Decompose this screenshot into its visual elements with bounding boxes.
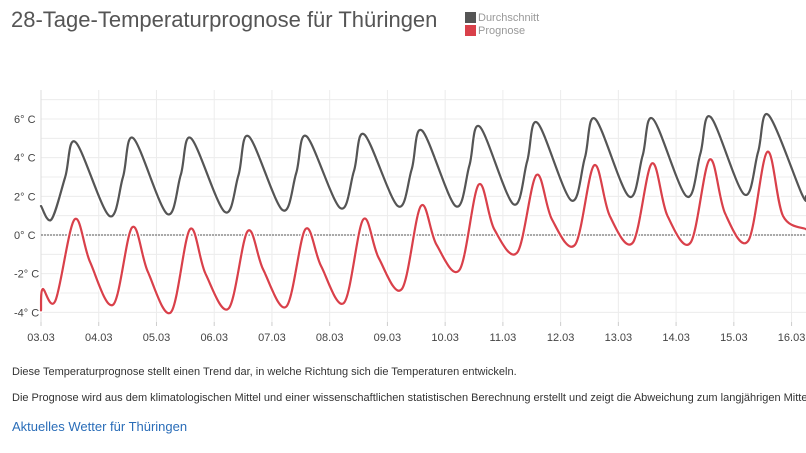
x-tick-label: 08.03: [316, 332, 344, 344]
series-line-prognose: [39, 150, 806, 315]
x-tick-label: 12.03: [547, 332, 575, 344]
x-tick-label: 09.03: [374, 332, 402, 344]
temperature-chart: -4° C -2° C 0° C 2° C 4° C 6° C 03.03 04.03 05.0…: [14, 90, 806, 344]
legend-item-prognose[interactable]: Prognose: [465, 24, 539, 37]
x-tick-label: 11.03: [490, 332, 517, 344]
x-tick-label: 06.03: [200, 332, 228, 344]
chart-title: 28-Tage-Temperaturprognose für Thüringen: [11, 7, 438, 32]
chart-legend: Durchschnitt Prognose: [465, 11, 539, 37]
y-tick-label: 6° C: [14, 114, 36, 126]
series-line-durchschnitt: [39, 113, 806, 222]
x-tick-label: 14.03: [662, 332, 690, 344]
x-tick-label: 10.03: [431, 332, 459, 344]
y-tick-label: 2° C: [14, 191, 36, 203]
legend-label-prognose: Prognose: [478, 24, 526, 37]
current-weather-link[interactable]: Aktuelles Wetter für Thüringen: [12, 419, 188, 434]
y-tick-label: 4° C: [14, 153, 36, 165]
x-tick-label: 16.03: [778, 332, 806, 344]
x-tick-label: 15.03: [720, 332, 748, 344]
x-tick-label: 04.03: [85, 332, 113, 344]
y-tick-label: 0° C: [14, 230, 36, 242]
legend-swatch-durchschnitt: [465, 12, 476, 23]
x-tick-label: 03.03: [27, 332, 55, 344]
x-tick-label: 07.03: [258, 332, 286, 344]
trend-note: Diese Temperaturprognose stellt einen Tr…: [12, 366, 517, 378]
y-tick-label: -4° C: [14, 307, 39, 319]
y-tick-label: -2° C: [14, 269, 39, 281]
legend-swatch-prognose: [465, 25, 476, 36]
x-tick-label: 05.03: [143, 332, 171, 344]
method-note: Die Prognose wird aus dem klimatologisch…: [12, 392, 806, 404]
x-tick-label: 13.03: [605, 332, 633, 344]
legend-item-durchschnitt[interactable]: Durchschnitt: [465, 11, 539, 24]
legend-label-durchschnitt: Durchschnitt: [478, 11, 540, 24]
